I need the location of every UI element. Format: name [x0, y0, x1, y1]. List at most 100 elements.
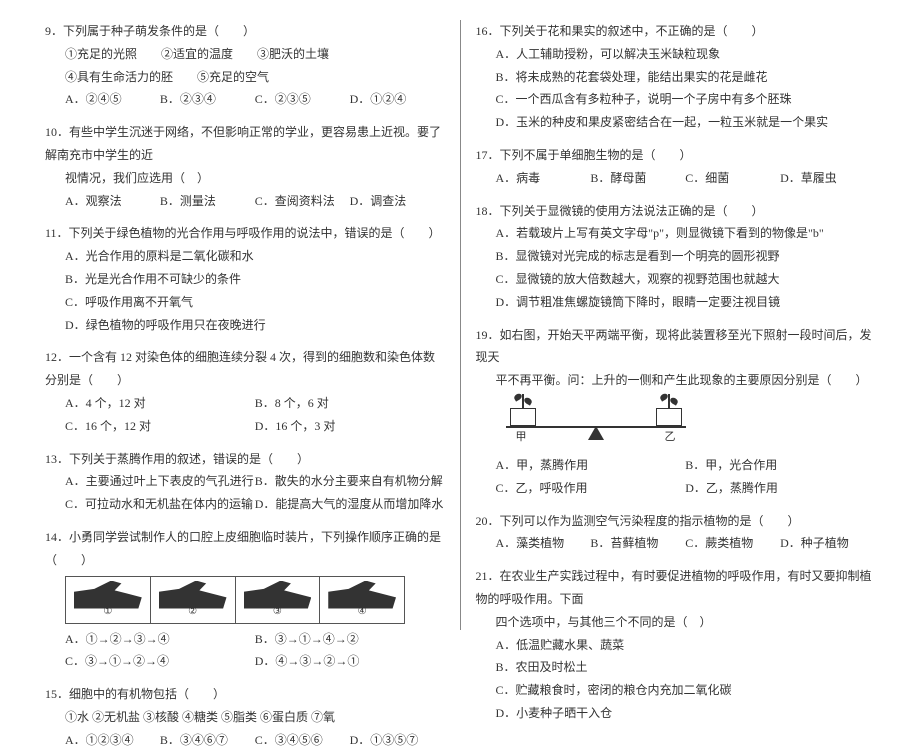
q20-options: A．藻类植物 B．苔藓植物 C．蕨类植物 D．种子植物: [476, 532, 876, 555]
q10-opt-c: C．查阅资料法: [255, 190, 350, 213]
q10-stem2: 视情况，我们应选用（ ）: [45, 167, 445, 190]
q10-opt-a: A．观察法: [65, 190, 160, 213]
page-columns: 9．下列属于种子萌发条件的是（ ） ①充足的光照 ②适宜的温度 ③肥沃的土壤 ④…: [30, 20, 890, 630]
q9-opt-d: D．①②④: [350, 88, 445, 111]
q19-opt-b: B．甲，光合作用: [685, 454, 875, 477]
q19-opt-a: A．甲，蒸腾作用: [496, 454, 686, 477]
q17-opt-c: C．细菌: [685, 167, 780, 190]
q18-opt-a: A．若载玻片上写有英文字母"p"，则显微镜下看到的物像是"b": [476, 222, 876, 245]
q12-opt-c: C．16 个，12 对: [65, 415, 255, 438]
q19-label-right: 乙: [665, 427, 676, 448]
q14-cell-4: ④: [320, 577, 404, 623]
q16-opt-a: A．人工辅助授粉，可以解决玉米缺粒现象: [476, 43, 876, 66]
q13-opt-d: D．能提高大气的湿度从而增加降水: [255, 493, 445, 516]
q12-opt-d: D．16 个，3 对: [255, 415, 445, 438]
q14-opt-b: B．③→①→④→②: [255, 628, 445, 651]
q9-line1: ①充足的光照 ②适宜的温度 ③肥沃的土壤: [45, 43, 445, 66]
q19-figure: 甲 乙: [496, 398, 696, 448]
q11-opt-a: A．光合作用的原料是二氧化碳和水: [45, 245, 445, 268]
question-14: 14．小勇同学尝试制作人的口腔上皮细胞临时装片，下列操作顺序正确的是（ ） ① …: [45, 526, 445, 673]
q14-cell-2: ②: [151, 577, 236, 623]
q12-options-1: A．4 个，12 对 B．8 个，6 对: [45, 392, 445, 415]
q15-opt-b: B．③④⑥⑦: [160, 729, 255, 752]
q21-opt-d: D．小麦种子晒干入仓: [476, 702, 876, 725]
q9-opt-b: B．②③④: [160, 88, 255, 111]
q12-opt-a: A．4 个，12 对: [65, 392, 255, 415]
q17-stem: 17．下列不属于单细胞生物的是（ ）: [476, 144, 876, 167]
q11-opt-c: C．呼吸作用离不开氧气: [45, 291, 445, 314]
q9-opt-c: C．②③⑤: [255, 88, 350, 111]
q15-options: A．①②③④ B．③④⑥⑦ C．③④⑤⑥ D．①③⑤⑦: [45, 729, 445, 752]
question-13: 13．下列关于蒸腾作用的叙述，错误的是（ ） A．主要通过叶上下表皮的气孔进行 …: [45, 448, 445, 516]
q15-opt-a: A．①②③④: [65, 729, 160, 752]
q11-stem: 11．下列关于绿色植物的光合作用与呼吸作用的说法中，错误的是（ ）: [45, 222, 445, 245]
right-column: 16．下列关于花和果实的叙述中，不正确的是（ ） A．人工辅助授粉，可以解决玉米…: [461, 20, 891, 630]
q20-opt-d: D．种子植物: [780, 532, 875, 555]
q14-opt-d: D．④→③→②→①: [255, 650, 445, 673]
q18-opt-d: D．调节粗准焦螺旋镜筒下降时，眼睛一定要注视目镜: [476, 291, 876, 314]
q13-opt-b: B．散失的水分主要来自有机物分解: [255, 470, 445, 493]
q9-options: A．②④⑤ B．②③④ C．②③⑤ D．①②④: [45, 88, 445, 111]
q10-options: A．观察法 B．测量法 C．查阅资料法 D．调查法: [45, 190, 445, 213]
hand-icon: [328, 581, 396, 609]
q12-stem: 12．一个含有 12 对染色体的细胞连续分裂 4 次，得到的细胞数和染色体数分别…: [45, 346, 445, 392]
pot-icon: [656, 408, 682, 426]
q19-label-left: 甲: [516, 427, 527, 448]
q13-opt-a: A．主要通过叶上下表皮的气孔进行: [65, 470, 255, 493]
plant-icon: [522, 394, 524, 408]
q17-opt-a: A．病毒: [496, 167, 591, 190]
q15-stem: 15．细胞中的有机物包括（ ）: [45, 683, 445, 706]
q11-opt-b: B．光是光合作用不可缺少的条件: [45, 268, 445, 291]
q19-opt-c: C．乙，呼吸作用: [496, 477, 686, 500]
q14-cell-3: ③: [236, 577, 321, 623]
question-16: 16．下列关于花和果实的叙述中，不正确的是（ ） A．人工辅助授粉，可以解决玉米…: [476, 20, 876, 134]
q18-opt-c: C．显微镜的放大倍数越大，观察的视野范围也就越大: [476, 268, 876, 291]
question-12: 12．一个含有 12 对染色体的细胞连续分裂 4 次，得到的细胞数和染色体数分别…: [45, 346, 445, 437]
q12-opt-b: B．8 个，6 对: [255, 392, 445, 415]
question-20: 20．下列可以作为监测空气污染程度的指示植物的是（ ） A．藻类植物 B．苔藓植…: [476, 510, 876, 556]
q19-options-2: C．乙，呼吸作用 D．乙，蒸腾作用: [476, 477, 876, 500]
q15-opt-c: C．③④⑤⑥: [255, 729, 350, 752]
q21-stem2: 四个选项中，与其他三个不同的是（ ）: [476, 611, 876, 634]
q20-opt-a: A．藻类植物: [496, 532, 591, 555]
q14-cell-1: ①: [66, 577, 151, 623]
question-21: 21．在农业生产实践过程中，有时要促进植物的呼吸作用，有时又要抑制植物的呼吸作用…: [476, 565, 876, 725]
hand-icon: [244, 581, 312, 609]
question-9: 9．下列属于种子萌发条件的是（ ） ①充足的光照 ②适宜的温度 ③肥沃的土壤 ④…: [45, 20, 445, 111]
q9-stem: 9．下列属于种子萌发条件的是（ ）: [45, 20, 445, 43]
q18-opt-b: B．显微镜对光完成的标志是看到一个明亮的圆形视野: [476, 245, 876, 268]
q16-opt-b: B．将未成熟的花套袋处理，能结出果实的花是雌花: [476, 66, 876, 89]
hand-icon: [74, 581, 142, 609]
q20-stem: 20．下列可以作为监测空气污染程度的指示植物的是（ ）: [476, 510, 876, 533]
q16-stem: 16．下列关于花和果实的叙述中，不正确的是（ ）: [476, 20, 876, 43]
q13-opt-c: C．可拉动水和无机盐在体内的运输: [65, 493, 255, 516]
q14-options-2: C．③→①→②→④ D．④→③→②→①: [45, 650, 445, 673]
q17-options: A．病毒 B．酵母菌 C．细菌 D．草履虫: [476, 167, 876, 190]
q13-stem: 13．下列关于蒸腾作用的叙述，错误的是（ ）: [45, 448, 445, 471]
pot-icon: [510, 408, 536, 426]
q14-figure: ① ② ③ ④: [65, 576, 405, 624]
q19-stem: 19．如右图，开始天平两端平衡，现将此装置移至光下照射一段时间后，发现天: [476, 324, 876, 370]
q21-opt-b: B．农田及时松土: [476, 656, 876, 679]
q13-options-2: C．可拉动水和无机盐在体内的运输 D．能提高大气的湿度从而增加降水: [45, 493, 445, 516]
q15-line1: ①水 ②无机盐 ③核酸 ④糖类 ⑤脂类 ⑥蛋白质 ⑦氧: [45, 706, 445, 729]
q12-options-2: C．16 个，12 对 D．16 个，3 对: [45, 415, 445, 438]
question-15: 15．细胞中的有机物包括（ ） ①水 ②无机盐 ③核酸 ④糖类 ⑤脂类 ⑥蛋白质…: [45, 683, 445, 751]
q21-opt-a: A．低温贮藏水果、蔬菜: [476, 634, 876, 657]
question-11: 11．下列关于绿色植物的光合作用与呼吸作用的说法中，错误的是（ ） A．光合作用…: [45, 222, 445, 336]
q14-opt-c: C．③→①→②→④: [65, 650, 255, 673]
q9-opt-a: A．②④⑤: [65, 88, 160, 111]
q20-opt-c: C．蕨类植物: [685, 532, 780, 555]
q20-opt-b: B．苔藓植物: [590, 532, 685, 555]
q11-opt-d: D．绿色植物的呼吸作用只在夜晚进行: [45, 314, 445, 337]
q17-opt-d: D．草履虫: [780, 167, 875, 190]
q18-stem: 18．下列关于显微镜的使用方法说法正确的是（ ）: [476, 200, 876, 223]
q10-opt-b: B．测量法: [160, 190, 255, 213]
left-column: 9．下列属于种子萌发条件的是（ ） ①充足的光照 ②适宜的温度 ③肥沃的土壤 ④…: [30, 20, 460, 630]
q16-opt-d: D．玉米的种皮和果皮紧密结合在一起，一粒玉米就是一个果实: [476, 111, 876, 134]
q13-options-1: A．主要通过叶上下表皮的气孔进行 B．散失的水分主要来自有机物分解: [45, 470, 445, 493]
q9-line2: ④具有生命活力的胚 ⑤充足的空气: [45, 66, 445, 89]
question-19: 19．如右图，开始天平两端平衡，现将此装置移至光下照射一段时间后，发现天 平不再…: [476, 324, 876, 500]
q21-stem: 21．在农业生产实践过程中，有时要促进植物的呼吸作用，有时又要抑制植物的呼吸作用…: [476, 565, 876, 611]
question-18: 18．下列关于显微镜的使用方法说法正确的是（ ） A．若载玻片上写有英文字母"p…: [476, 200, 876, 314]
